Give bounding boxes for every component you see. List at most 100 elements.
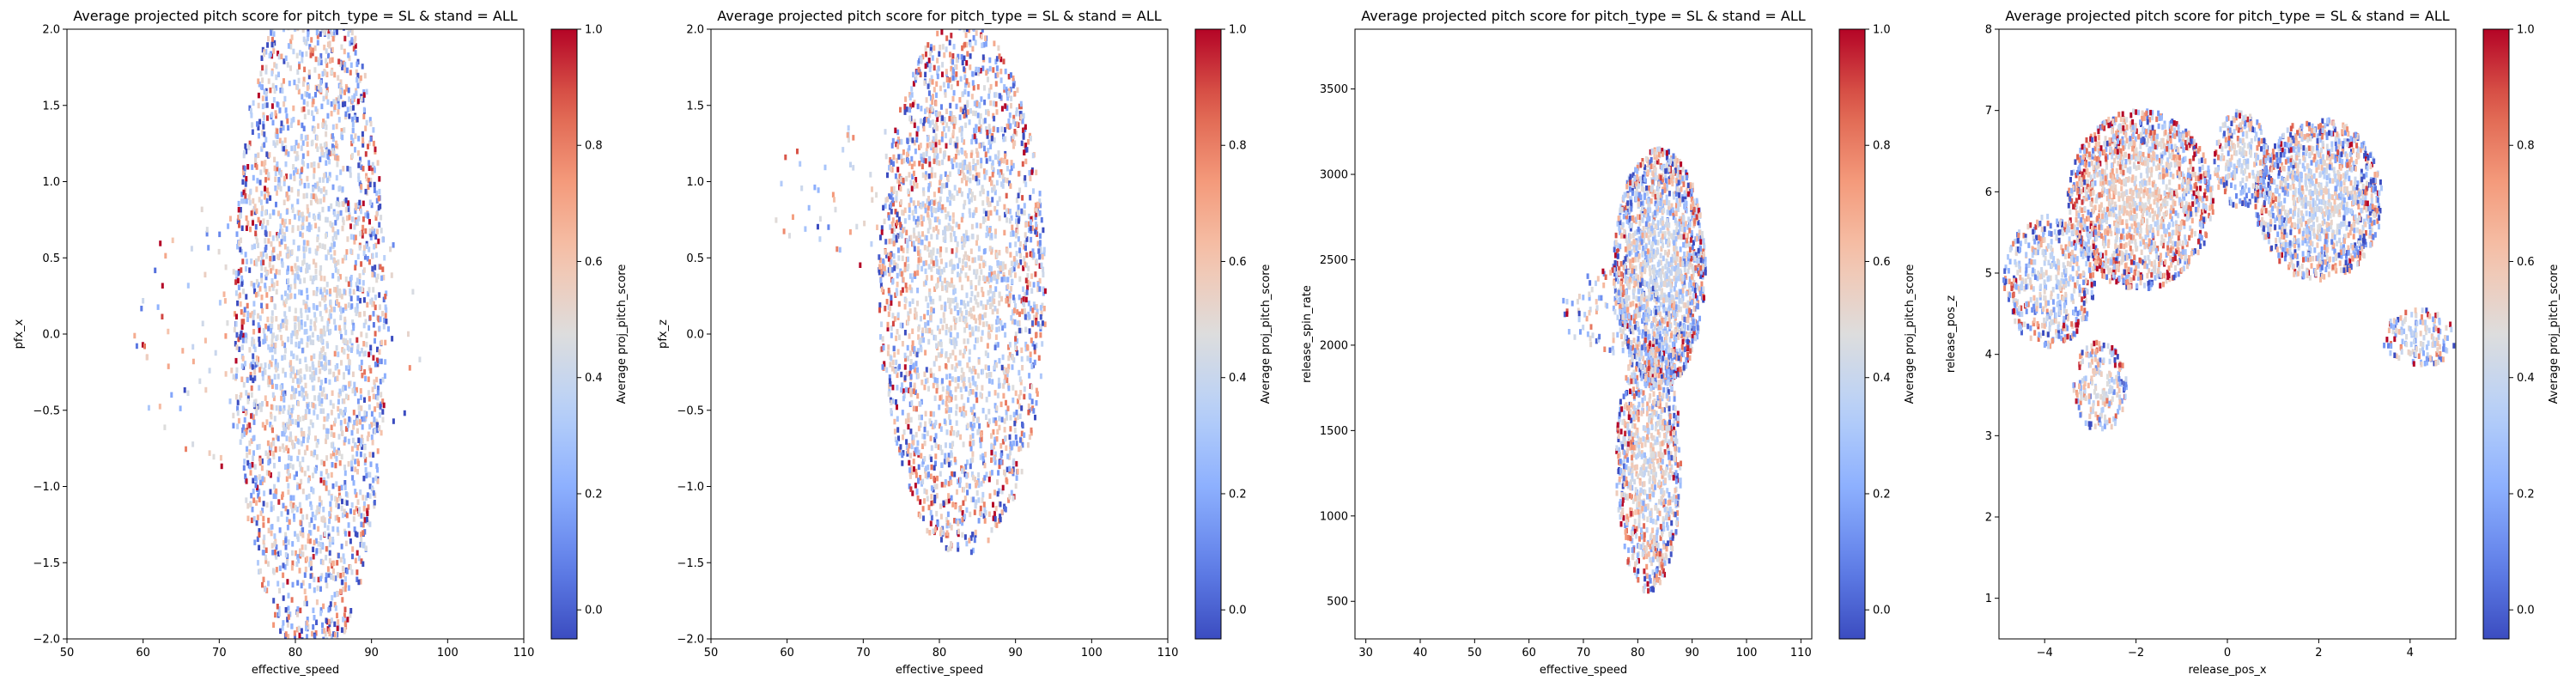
heatmap-cell — [376, 427, 380, 434]
heatmap-cell — [275, 74, 278, 81]
heatmap-cell — [264, 286, 267, 292]
heatmap-cell — [954, 377, 957, 383]
heatmap-cell — [301, 140, 305, 146]
heatmap-cell — [320, 516, 324, 522]
heatmap-cell — [240, 192, 244, 198]
heatmap-cell — [910, 443, 914, 450]
heatmap-cell — [245, 198, 248, 204]
heatmap-cell — [283, 425, 286, 431]
heatmap-cell — [1013, 261, 1017, 268]
heatmap-cell — [311, 278, 314, 285]
heatmap-cell — [1032, 188, 1035, 194]
heatmap-cell — [354, 557, 357, 564]
heatmap-cell — [362, 350, 366, 357]
heatmap-cell — [258, 132, 260, 139]
heatmap-cell — [298, 64, 301, 70]
heatmap-cell — [360, 521, 363, 527]
heatmap-cell — [928, 120, 932, 126]
heatmap-cell — [964, 229, 968, 236]
heatmap-cell — [368, 199, 372, 205]
heatmap-cell — [262, 259, 265, 265]
heatmap-cell — [364, 466, 368, 473]
heatmap-cell — [315, 599, 319, 605]
heatmap-cell — [284, 55, 288, 62]
heatmap-cell — [928, 288, 932, 295]
heatmap-cell — [975, 152, 979, 158]
heatmap-cell — [352, 480, 355, 486]
heatmap-cell — [254, 157, 257, 163]
heatmap-cell — [361, 216, 365, 222]
heatmap-cell — [313, 193, 317, 199]
heatmap-cell — [319, 548, 322, 554]
heatmap-cell — [340, 505, 343, 512]
heatmap-cell — [968, 538, 971, 544]
heatmap-cell — [261, 143, 264, 149]
heatmap-cell — [914, 307, 917, 313]
heatmap-cell — [1042, 306, 1046, 312]
heatmap-cell — [328, 550, 331, 556]
heatmap-cell — [320, 658, 323, 664]
heatmap-cell — [286, 509, 289, 515]
heatmap-cell — [890, 221, 894, 228]
heatmap-cell — [378, 425, 381, 431]
heatmap-cell — [305, 192, 308, 199]
heatmap-cell — [922, 260, 926, 267]
heatmap-cell — [945, 544, 948, 551]
heatmap-cell — [1035, 224, 1038, 230]
heatmap-cell — [316, 108, 319, 114]
heatmap-cell — [290, 597, 294, 603]
heatmap-cell — [899, 222, 902, 228]
heatmap-cell — [902, 395, 905, 402]
heatmap-cell — [950, 541, 952, 547]
heatmap-cell — [963, 534, 967, 540]
heatmap-cell — [964, 410, 968, 416]
heatmap-cell — [334, 515, 337, 521]
heatmap-cell — [323, 416, 326, 423]
heatmap-cell — [314, 84, 318, 91]
heatmap-cell — [949, 337, 952, 344]
heatmap-cell — [920, 315, 922, 322]
heatmap-cell — [963, 318, 967, 325]
heatmap-cell — [371, 301, 374, 307]
heatmap-cell — [325, 637, 329, 639]
heatmap-cell — [1031, 248, 1035, 254]
heatmap-cell — [1042, 266, 1045, 273]
heatmap-cell — [931, 143, 934, 149]
heatmap-cell — [303, 572, 307, 578]
heatmap-cell — [301, 526, 305, 533]
heatmap-cell — [279, 628, 283, 635]
heatmap-cell — [992, 417, 995, 423]
heatmap-cell — [951, 132, 955, 139]
heatmap-cell — [984, 350, 987, 356]
heatmap-cell — [349, 40, 352, 46]
heatmap-cell — [1020, 347, 1024, 354]
heatmap-cell — [951, 350, 955, 356]
heatmap-cell — [275, 544, 278, 550]
heatmap-cell — [291, 550, 294, 556]
heatmap-cell — [290, 145, 294, 152]
heatmap-cell — [342, 411, 345, 418]
heatmap-cell — [975, 100, 979, 107]
heatmap-cell — [987, 511, 991, 517]
heatmap-cell — [305, 495, 308, 501]
heatmap-cell — [244, 410, 247, 416]
heatmap-cell — [914, 208, 918, 214]
heatmap-cell — [234, 357, 238, 364]
heatmap-cell — [962, 172, 965, 179]
heatmap-cell — [939, 514, 943, 520]
heatmap-cell — [918, 414, 921, 421]
heatmap-cell — [340, 360, 343, 366]
heatmap-cell — [938, 187, 941, 193]
heatmap-cell — [255, 355, 258, 362]
heatmap-cell — [312, 546, 315, 553]
heatmap-cell — [939, 179, 942, 185]
heatmap-cell — [301, 456, 305, 463]
heatmap-cell — [967, 91, 970, 97]
heatmap-cell — [296, 69, 300, 75]
heatmap-cell — [973, 100, 976, 106]
heatmap-cell — [920, 163, 924, 170]
heatmap-cell — [985, 471, 988, 477]
heatmap-cell — [357, 555, 361, 562]
heatmap-cell — [1009, 415, 1012, 421]
heatmap-cell — [286, 622, 289, 628]
